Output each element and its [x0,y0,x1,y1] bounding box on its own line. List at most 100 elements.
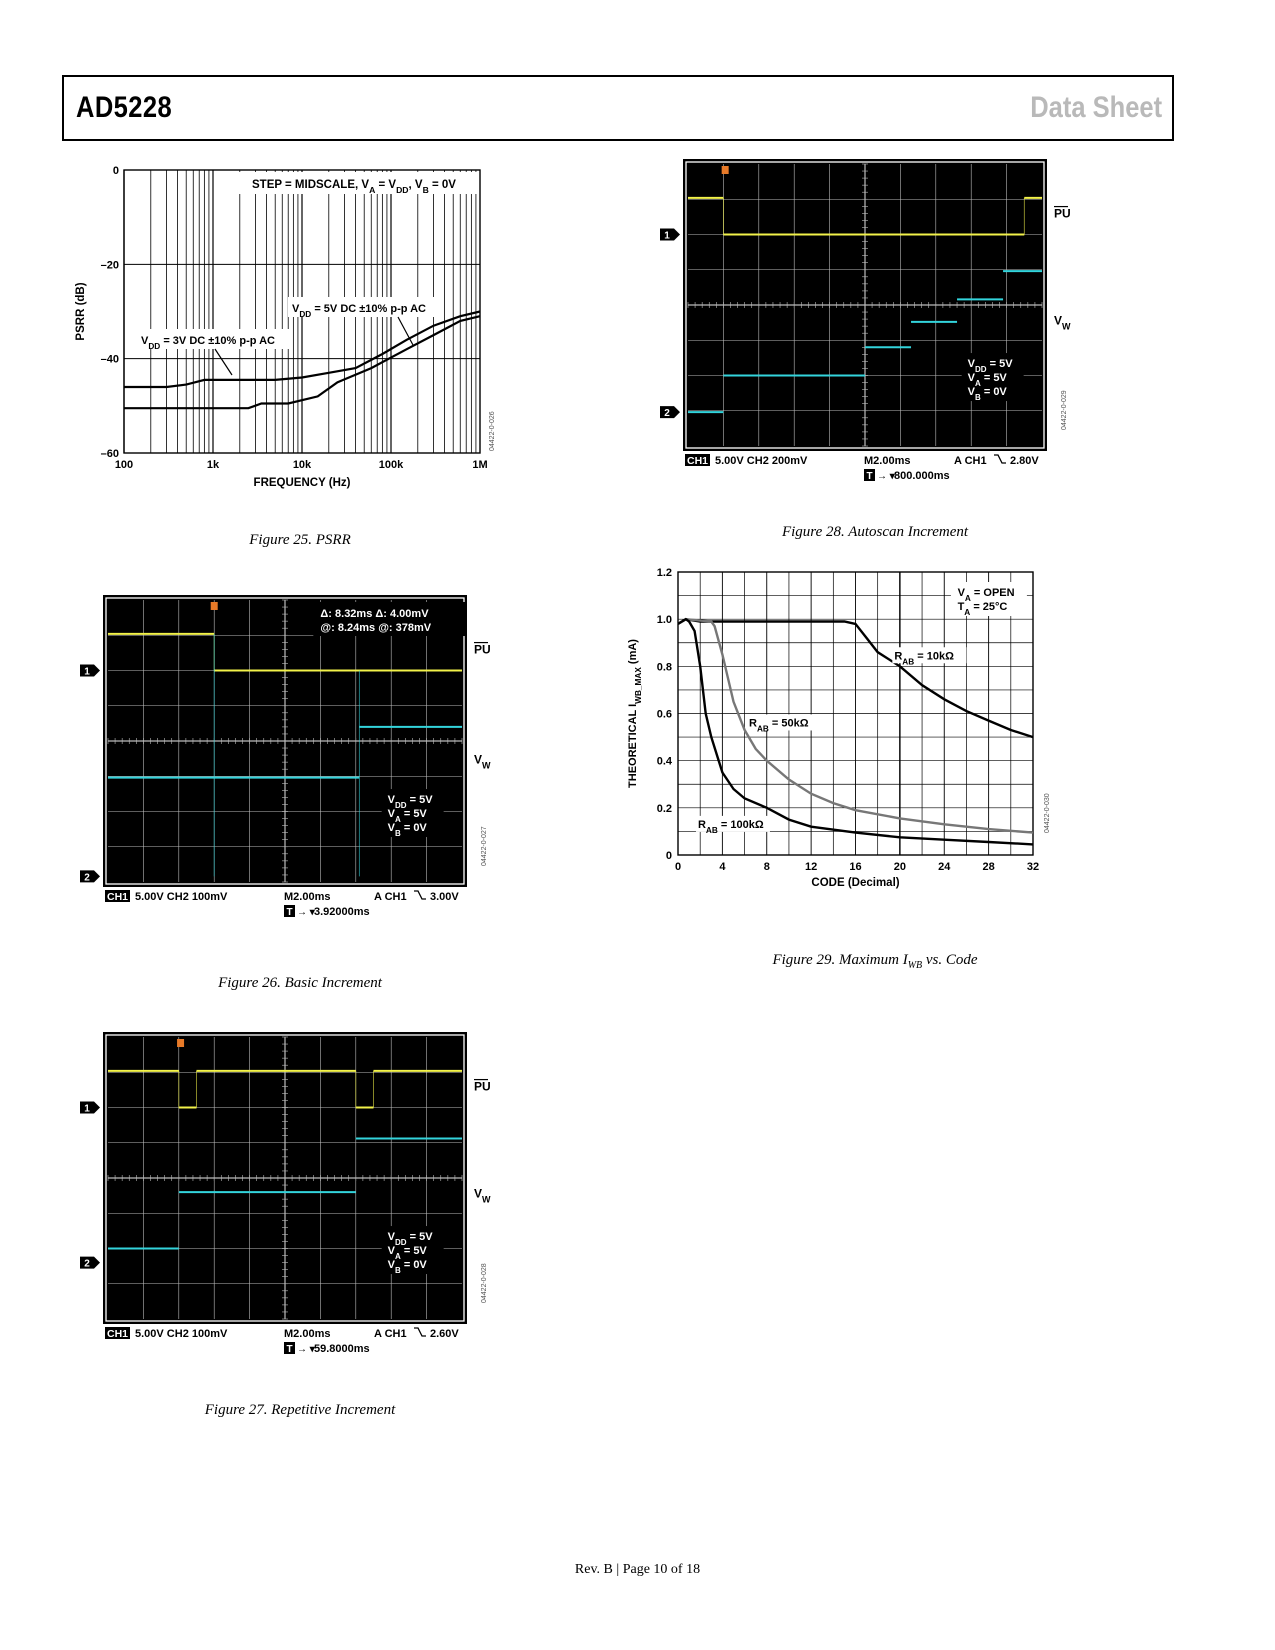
y-tick-label: 1.0 [657,614,672,626]
channel-1-marker [80,1101,100,1114]
legend-line-2: TA = 25°C [958,601,1008,617]
series-line-1 [124,310,481,389]
channel-2-marker-label: 2 [664,408,670,419]
measurement-delta: Δ: 8.32ms Δ: 4.00mV [320,608,429,620]
scope-bezel [685,161,1045,449]
scope-bezel [105,1034,465,1322]
falling-edge-icon [414,890,426,900]
x-tick-label: 4 [719,861,726,873]
trigger-marker [210,602,218,610]
y-tick-label: 0.4 [657,756,673,768]
figure-code: 04422-0-027 [481,826,488,866]
x-tick-label: 20 [894,861,906,873]
status-trigger-source: A CH1 [374,891,407,903]
series-line-1 [677,617,1034,739]
condition-line-2: VA = 5V [388,1245,428,1261]
series-label-50k: RAB = 50kΩ [749,717,809,733]
series-line-3 [677,617,1034,846]
ch1-status-box [685,454,710,466]
status-trigger-level: 3.00V [430,891,459,903]
x-tick-label: 100 [115,459,133,471]
status-timebase: M2.00ms [284,1328,330,1340]
x-tick-label: 28 [983,861,995,873]
condition-line-1: VDD = 5V [968,358,1014,374]
series-label-100k: RAB = 100kΩ [698,819,764,835]
figure-27-caption: Figure 27. Repetitive Increment [204,1402,396,1418]
x-tick-label: 24 [938,861,951,873]
figure-code: 04422-0-029 [1061,390,1068,430]
y-tick-label: 0.2 [657,803,672,815]
y-axis-label: PSRR (dB) [75,282,87,340]
y-tick-label: 1.2 [657,567,672,579]
status-trigger-source: A CH1 [374,1328,407,1340]
page-header: AD5228 Data Sheet [62,75,1174,141]
x-tick-label: 8 [764,861,770,873]
condition-line-1: VDD = 5V [388,794,434,810]
y-tick-label: 0 [666,850,672,862]
channel-1-marker [80,664,100,677]
x-axis-label: FREQUENCY (Hz) [254,477,351,489]
series-line-2 [124,315,481,410]
y-tick-label: 0.6 [657,709,672,721]
status-channels: 5.00V CH2 200mV [715,455,808,467]
title-background [236,172,478,194]
status-trigger-level: 2.80V [1010,455,1039,467]
figure-26-caption: Figure 26. Basic Increment [218,975,382,991]
channel-2-marker [660,406,680,419]
y-tick-label: –60 [101,448,119,460]
x-tick-label: 100k [379,459,404,471]
vw-label: VW [474,1187,491,1205]
y-tick-label: –40 [101,354,119,366]
trigger-time-box-label: T [866,471,872,482]
page-footer: Rev. B | Page 10 of 18 [574,1562,701,1577]
measurement-cursor: @: 8.24ms @: 378mV [320,622,431,634]
chart-title: STEP = MIDSCALE, VA = VDD, VB = 0V [252,179,456,195]
vw-label: VW [1054,314,1071,332]
annotation-leader-3v [214,348,233,376]
plot-frame [677,571,1034,856]
condition-line-2: VA = 5V [968,372,1008,388]
measurement-bg [313,602,466,636]
trigger-marker [177,1039,185,1047]
trigger-time-box [864,469,875,481]
status-timebase: M2.00ms [284,891,330,903]
vw-label: VW [474,753,491,771]
figure-code: 04422-0-028 [481,1263,488,1303]
annotation-bg-3v [137,329,291,349]
channel-1-marker [660,228,680,241]
series-line-2 [677,617,1034,834]
channel-1-marker-label: 1 [664,231,670,242]
pu-label: PU [474,643,491,657]
series-label-5v: VDD = 5V DC ±10% p-p AC [292,303,426,319]
x-tick-label: 32 [1027,861,1039,873]
series-label-10k-bg [892,647,967,664]
figure-29-caption: Figure 29. Maximum IWB vs. Code [725,952,1025,971]
pu-label: PU [1054,207,1071,221]
channel-2-marker [80,1256,100,1269]
y-tick-label: 0 [113,165,119,177]
x-tick-label: 0 [675,861,681,873]
ch1-status-label: CH1 [107,1328,128,1340]
trigger-time: 800.000ms [894,470,950,482]
trigger-time: 3.92000ms [314,906,370,918]
trigger-arrow-icon: → ▾ [877,471,896,482]
y-axis-label: THEORETICAL IWB_MAX (mA) [627,639,643,788]
scope-bezel [105,597,465,885]
conditions-bg [961,353,1024,402]
ch1-status-box [105,1327,130,1339]
trigger-arrow-icon: → ▾ [297,1344,316,1355]
pu-label: PU [474,1080,491,1094]
annotation-leader-5v [397,316,414,346]
series-label-50k-bg [747,714,821,731]
figure-25-psrr-chart: STEP = MIDSCALE, VA = VDD, VB = 0V 100 1k 1… [75,165,496,489]
channel-2-marker-label: 2 [84,1259,90,1270]
condition-line-3: VB = 0V [388,1259,428,1275]
status-trigger-level: 2.60V [430,1328,459,1340]
x-axis-label: CODE (Decimal) [811,877,899,889]
series-label-100k-bg [695,815,770,832]
legend-bg [950,582,1027,616]
x-tick-label: 1M [472,459,487,471]
trigger-time: 59.8000ms [314,1343,370,1355]
